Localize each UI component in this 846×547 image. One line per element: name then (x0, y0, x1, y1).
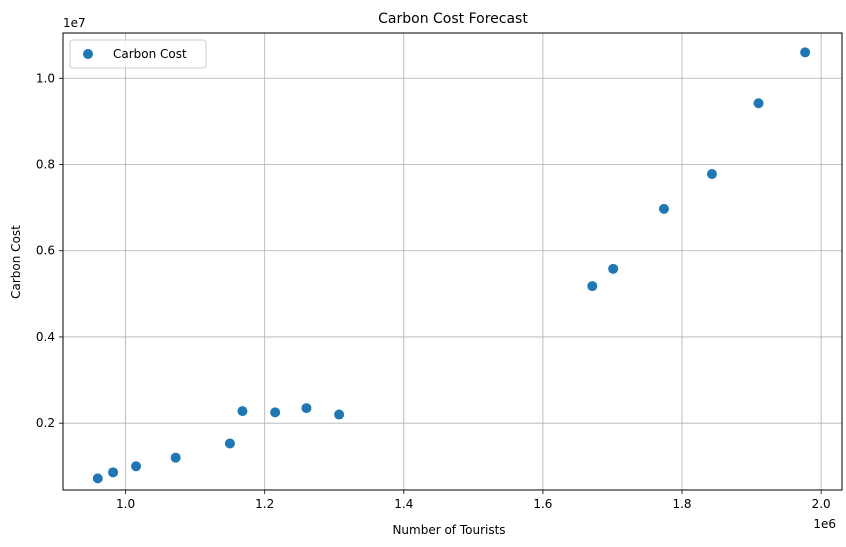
legend-label: Carbon Cost (113, 47, 187, 61)
scatter-point (131, 461, 142, 472)
y-tick-label: 0.4 (36, 330, 55, 344)
scatter-point (270, 407, 281, 418)
x-tick-label: 1.8 (672, 497, 691, 511)
y-axis: 0.2 0.4 0.6 0.8 1.0 (36, 71, 63, 430)
grid (63, 33, 842, 490)
x-tick-label: 2.0 (812, 497, 831, 511)
x-tick-label: 1.4 (394, 497, 413, 511)
y-tick-label: 1.0 (36, 71, 55, 85)
scatter-point (224, 438, 235, 449)
scatter-point (301, 403, 312, 414)
scatter-point (587, 281, 598, 292)
scatter-point (753, 98, 764, 109)
scatter-point (108, 467, 119, 478)
scatter-point (800, 47, 811, 58)
y-tick-label: 0.2 (36, 416, 55, 430)
x-tick-label: 1.6 (533, 497, 552, 511)
legend: Carbon Cost (69, 39, 207, 69)
scatter-point (706, 168, 717, 179)
y-tick-label: 0.6 (36, 244, 55, 258)
legend-marker (83, 49, 93, 59)
scatter-point (658, 203, 669, 214)
scatter-point (608, 263, 619, 274)
scatter-point (334, 409, 345, 420)
plot-area-frame (62, 32, 843, 491)
x-offset-label: 1e6 (813, 517, 836, 531)
scatter-point (170, 452, 181, 463)
legend-box (69, 39, 207, 69)
data-points (92, 47, 811, 484)
y-axis-label: Carbon Cost (9, 225, 23, 299)
y-offset-label: 1e7 (63, 16, 86, 30)
scatter-point (92, 473, 103, 484)
x-tick-label: 1.0 (116, 497, 135, 511)
x-axis: 1.0 1.2 1.4 1.6 1.8 2.0 (116, 490, 831, 511)
x-axis-label: Number of Tourists (392, 523, 505, 537)
y-tick-label: 0.8 (36, 157, 55, 171)
x-tick-label: 1.2 (255, 497, 274, 511)
chart-title: Carbon Cost Forecast (378, 11, 528, 27)
scatter-point (237, 406, 248, 417)
